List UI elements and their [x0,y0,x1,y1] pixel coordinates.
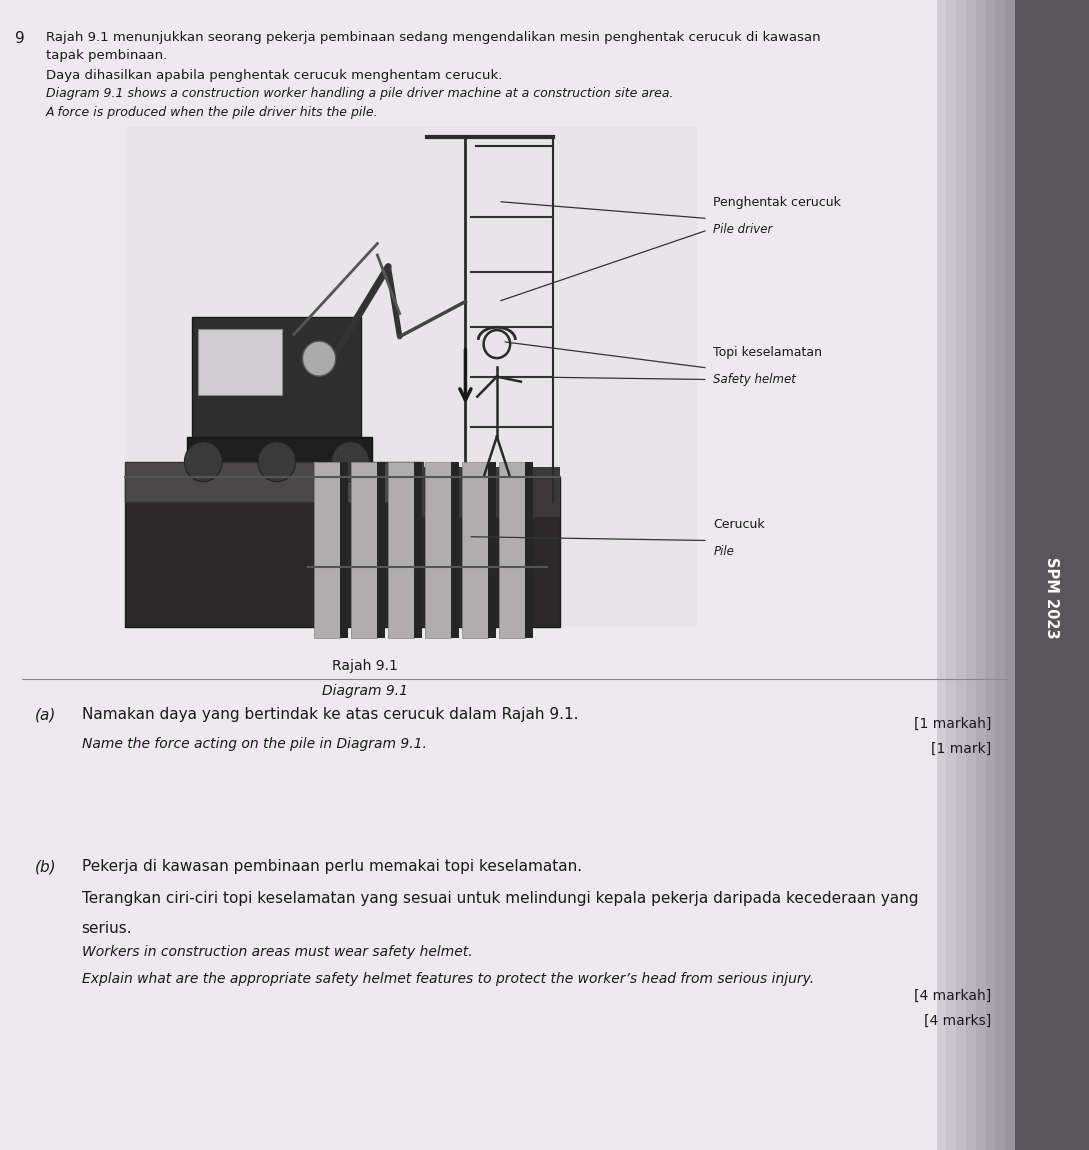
Bar [499,461,525,638]
Text: (a): (a) [35,707,57,722]
Bar [425,461,451,638]
Text: [1 mark]: [1 mark] [931,742,991,756]
Bar [125,126,697,627]
Bar [976,0,986,1150]
Text: Topi keselamatan: Topi keselamatan [713,346,822,359]
Bar [1015,0,1089,1150]
Bar [193,316,362,437]
Bar [400,467,560,516]
Text: Rajah 9.1 menunjukkan seorang pekerja pembinaan sedang mengendalikan mesin pengh: Rajah 9.1 menunjukkan seorang pekerja pe… [46,31,820,44]
Bar [488,461,495,638]
Bar [187,437,372,486]
Circle shape [331,442,369,482]
Bar [377,461,384,638]
Bar [937,0,946,1150]
Text: Namakan daya yang bertindak ke atas cerucuk dalam Rajah 9.1.: Namakan daya yang bertindak ke atas ceru… [82,707,578,722]
Text: (b): (b) [35,859,57,874]
Bar [525,461,533,638]
Text: Diagram 9.1: Diagram 9.1 [322,684,408,698]
Text: Pile: Pile [713,545,734,558]
Bar [125,476,560,627]
Text: [4 marks]: [4 marks] [923,1014,991,1028]
Text: [4 markah]: [4 markah] [914,989,991,1003]
Bar [388,461,414,638]
Text: Penghentak cerucuk: Penghentak cerucuk [713,197,841,209]
Text: tapak pembinaan.: tapak pembinaan. [46,49,167,62]
Text: Pekerja di kawasan pembinaan perlu memakai topi keselamatan.: Pekerja di kawasan pembinaan perlu memak… [82,859,582,874]
Bar [0,0,937,1150]
Bar [462,461,488,638]
Circle shape [184,442,222,482]
Text: Cerucuk: Cerucuk [713,519,764,531]
Bar [946,0,956,1150]
Bar [966,0,976,1150]
Text: Pile driver: Pile driver [713,223,773,236]
Bar [198,329,282,394]
Bar [351,461,377,638]
Text: Explain what are the appropriate safety helmet features to protect the worker’s : Explain what are the appropriate safety … [82,972,813,986]
Text: SPM 2023: SPM 2023 [1044,558,1060,638]
Bar [340,461,347,638]
Text: Safety helmet: Safety helmet [713,373,796,385]
Bar [414,461,421,638]
Bar [125,461,423,501]
Bar [995,0,1005,1150]
Bar [451,461,458,638]
Bar [986,0,995,1150]
Bar [314,461,340,638]
Bar [1005,0,1015,1150]
Circle shape [303,342,335,376]
Text: serius.: serius. [82,921,132,936]
Text: Workers in construction areas must wear safety helmet.: Workers in construction areas must wear … [82,945,473,959]
Text: Diagram 9.1 shows a construction worker handling a pile driver machine at a cons: Diagram 9.1 shows a construction worker … [46,87,673,100]
Text: Rajah 9.1: Rajah 9.1 [332,659,399,673]
Text: Name the force acting on the pile in Diagram 9.1.: Name the force acting on the pile in Dia… [82,737,427,751]
Text: 9: 9 [15,31,24,46]
Text: [1 markah]: [1 markah] [914,716,991,730]
Text: Terangkan ciri-ciri topi keselamatan yang sesuai untuk melindungi kepala pekerja: Terangkan ciri-ciri topi keselamatan yan… [82,891,918,906]
Text: A force is produced when the pile driver hits the pile.: A force is produced when the pile driver… [46,106,378,118]
Bar [956,0,966,1150]
Text: Daya dihasilkan apabila penghentak cerucuk menghentam cerucuk.: Daya dihasilkan apabila penghentak ceruc… [46,69,502,82]
Circle shape [258,442,296,482]
